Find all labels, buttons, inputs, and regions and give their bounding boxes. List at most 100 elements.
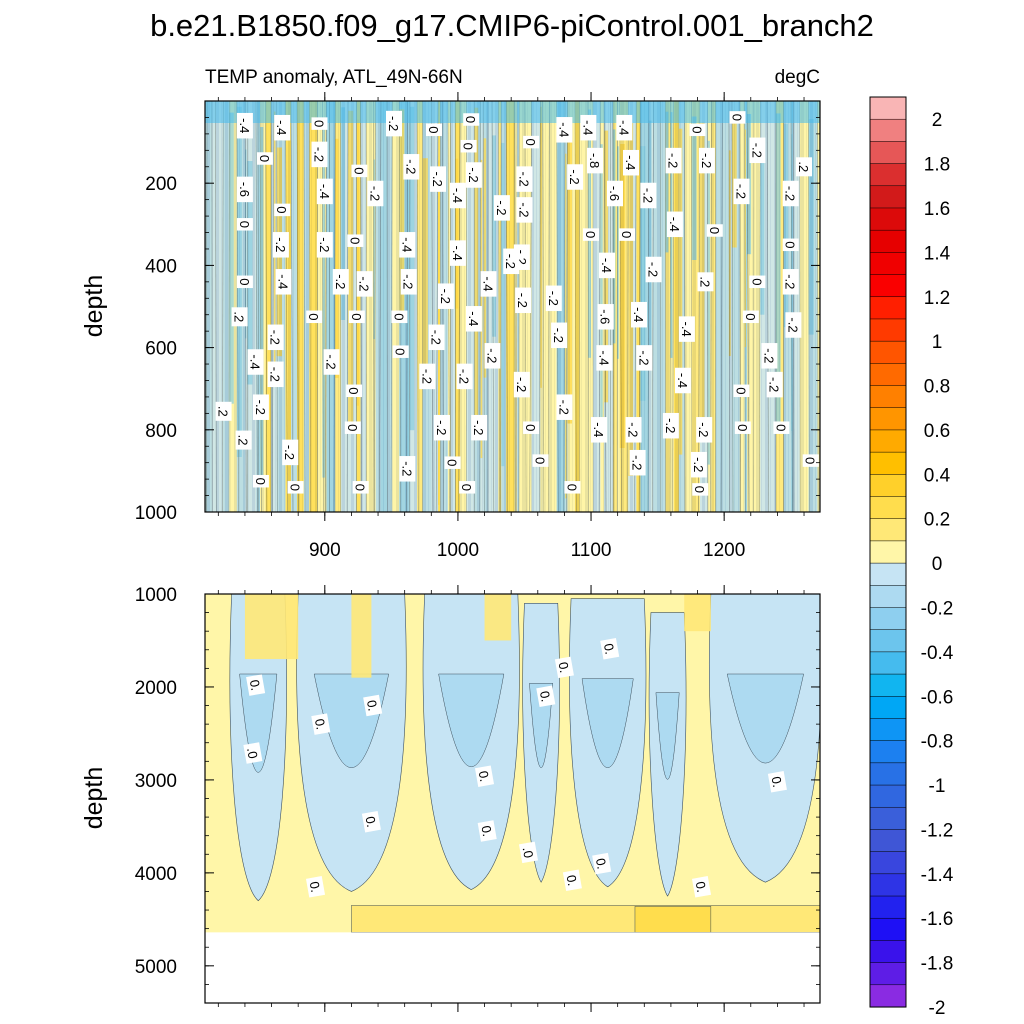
contour-label: 0. bbox=[600, 638, 620, 660]
contour-label-text: -.2 bbox=[546, 291, 561, 306]
colorbar-label: 1.6 bbox=[924, 199, 950, 220]
contour-label-text: 0 bbox=[707, 227, 722, 234]
x-tick-label: 1100 bbox=[571, 540, 612, 561]
contour-label-box bbox=[734, 421, 751, 434]
contour-label-text: -.2 bbox=[666, 153, 681, 168]
contour-label-box bbox=[690, 451, 707, 478]
contour-label-box bbox=[444, 456, 461, 469]
contour-label-text: -.4 bbox=[675, 373, 690, 388]
contour-label-text: 0 bbox=[533, 457, 548, 464]
contour-label-text: .2 bbox=[216, 406, 231, 417]
contour-label-text: 0 bbox=[735, 424, 750, 431]
upper-y-axis: 200 400 600 800 1000 bbox=[135, 100, 820, 524]
contour-label: -.2 bbox=[493, 195, 510, 221]
contour-label: -.2 bbox=[785, 312, 802, 338]
contour-label: -.2 bbox=[282, 439, 299, 466]
lower-cooler-region bbox=[655, 692, 680, 780]
contour-label-text: 0. bbox=[769, 775, 786, 788]
contour-label-text: -.2 bbox=[514, 377, 529, 392]
contour-label-text: -.4 bbox=[399, 237, 414, 252]
colorbar-swatch bbox=[869, 540, 907, 564]
colorbar-swatch bbox=[869, 917, 907, 941]
contour-label-text: 0 bbox=[743, 313, 758, 320]
contour-label-box bbox=[311, 713, 331, 735]
contour-label: 0 bbox=[733, 384, 750, 398]
contour-label: 0 bbox=[352, 481, 369, 494]
contour-label: .0 bbox=[518, 841, 539, 864]
contour-label: -.2 bbox=[400, 269, 417, 295]
contour-label: -.2 bbox=[782, 269, 799, 295]
contour-label-box bbox=[645, 256, 662, 283]
contour-label-text: 0 bbox=[583, 231, 598, 238]
contour-label-text: 0. bbox=[307, 880, 324, 893]
contour-label-box bbox=[287, 481, 304, 494]
contour-label-box bbox=[400, 269, 417, 295]
contour-label-box bbox=[363, 694, 383, 717]
contour-label-text: -.2 bbox=[429, 330, 444, 345]
contour-label-box bbox=[587, 147, 603, 174]
contour-label-text: -.2 bbox=[312, 147, 327, 162]
contour-label-box bbox=[437, 283, 454, 309]
contour-label-text: .2 bbox=[796, 161, 811, 172]
contour-label: -.6 bbox=[597, 304, 614, 330]
contour-label: -.2 bbox=[503, 248, 520, 275]
contour-label-text: -.2 bbox=[556, 400, 571, 415]
y-tick-label: 200 bbox=[145, 174, 177, 195]
contour-label-text: -.2 bbox=[367, 186, 382, 201]
contour-label-box bbox=[631, 301, 647, 328]
contour-label: -.2 bbox=[267, 361, 284, 388]
contour-label: -.4 bbox=[623, 149, 639, 176]
contour-label-text: -.4 bbox=[450, 188, 465, 203]
contour-label-box bbox=[785, 312, 802, 338]
contour-label: 0. bbox=[691, 876, 712, 898]
contour-label-text: -.2 bbox=[630, 455, 645, 470]
contour-label-box bbox=[465, 162, 482, 188]
colorbar-swatch bbox=[869, 940, 907, 964]
contour-label-box bbox=[430, 166, 446, 192]
colorbar-swatch bbox=[869, 340, 907, 364]
contour-label: -.2 bbox=[272, 232, 289, 258]
contour-label: 0 bbox=[346, 384, 363, 398]
contour-label-text: 0 bbox=[523, 424, 538, 431]
contour-label: -.2 bbox=[471, 414, 488, 441]
chart-subtitle-right: degC bbox=[775, 67, 820, 88]
contour-label: 0. bbox=[767, 771, 787, 793]
colorbar-swatch bbox=[869, 895, 907, 919]
lower-warm-region bbox=[244, 594, 299, 660]
contour-label: -.2 bbox=[437, 283, 454, 309]
contour-label-text: -.2 bbox=[324, 354, 339, 369]
contour-label: -.6 bbox=[607, 180, 623, 207]
contour-label-text: -.4 bbox=[466, 311, 481, 326]
contour-label: -.2 bbox=[556, 394, 573, 420]
contour-label: 0 bbox=[619, 228, 635, 241]
contour-label-box bbox=[580, 114, 597, 141]
colorbar-swatch bbox=[869, 207, 907, 231]
contour-label-box bbox=[477, 820, 497, 842]
contour-label-box bbox=[274, 114, 291, 141]
contour-label: -.2 bbox=[551, 322, 568, 349]
contour-label-text: -.2 bbox=[253, 400, 268, 415]
lower-warm-region bbox=[484, 594, 512, 641]
contour-label-box bbox=[246, 674, 266, 696]
contour-label: -.2 bbox=[766, 371, 783, 398]
contour-label-text: -.4 bbox=[599, 258, 614, 273]
x-tick-label: 1200 bbox=[703, 540, 745, 561]
contour-label: 0. bbox=[363, 694, 383, 717]
contour-label-box bbox=[706, 224, 723, 237]
contour-label: -.4 bbox=[274, 114, 291, 141]
contour-label: -.2 bbox=[645, 256, 662, 283]
contour-label: -.2 bbox=[782, 180, 799, 207]
contour-label-box bbox=[729, 111, 746, 124]
contour-label-text: -.2 bbox=[734, 184, 749, 199]
contour-label-box bbox=[403, 154, 420, 180]
contour-label: -.2 bbox=[629, 449, 646, 476]
contour-label-box bbox=[275, 269, 292, 295]
contour-label-text: 0. bbox=[593, 857, 610, 870]
contour-label-text: -.2 bbox=[466, 167, 481, 182]
contour-label-text: 0 bbox=[803, 457, 818, 464]
contour-label: 0 bbox=[734, 421, 751, 434]
contour-label-text: .0 bbox=[244, 746, 261, 759]
contour-label-box bbox=[782, 238, 799, 252]
lower-bottom-warmer bbox=[634, 906, 712, 933]
contour-label-box bbox=[629, 449, 646, 476]
